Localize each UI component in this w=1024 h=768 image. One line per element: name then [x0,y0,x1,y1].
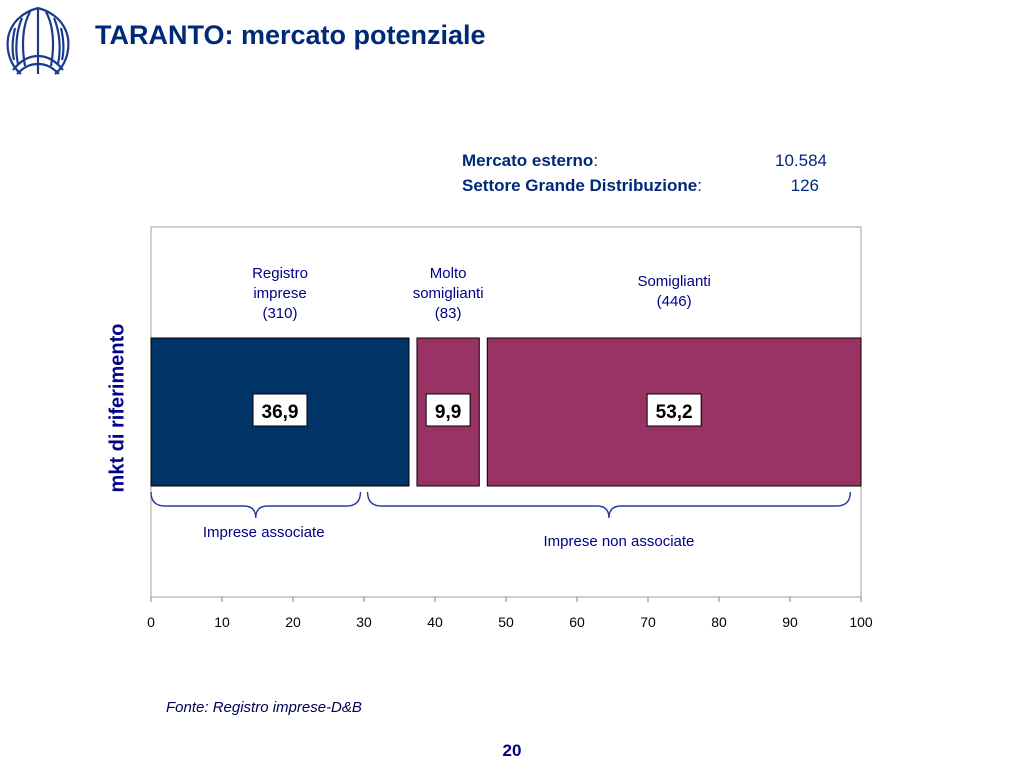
segment-header: Molto [430,265,467,282]
x-tick-label: 0 [147,614,155,630]
bracket-label: Imprese associate [203,524,325,541]
page-number: 20 [502,741,522,760]
bracket [150,491,362,519]
data-label-box [646,393,702,427]
bracket-label: Imprese non associate [543,533,694,550]
summary-row-retail-sector: Settore Grande Distribuzione: 126 [462,175,827,200]
data-label-box [252,393,308,427]
source-note: Fonte: Registro imprese-D&B [166,699,362,716]
confindustria-logo [6,6,70,75]
x-tick-label: 50 [498,614,514,630]
data-label: 53,2 [656,402,693,423]
x-tick-label: 60 [569,614,585,630]
market-summary: Mercato esterno: 10.584 Settore Grande D… [462,150,827,200]
data-label: 9,9 [435,402,461,423]
page-title: TARANTO: mercato potenziale [95,20,486,50]
x-tick-label: 100 [849,614,873,630]
summary-colon: : [593,151,599,170]
y-axis-label: mkt di riferimento [106,323,129,493]
summary-row-external-market: Mercato esterno: 10.584 [462,150,827,175]
segment-header: Registro [252,265,308,282]
summary-value: 126 [790,176,819,195]
x-tick-label: 80 [711,614,727,630]
x-tick-label: 20 [285,614,301,630]
x-tick-label: 40 [427,614,443,630]
segment-header: somiglianti [413,285,484,302]
segment-header: (83) [435,305,462,322]
summary-label: Mercato esterno [462,151,594,170]
segment-header: (310) [262,305,297,322]
x-tick-label: 90 [782,614,798,630]
segment-header: (446) [657,293,692,310]
segment-header: imprese [253,285,306,302]
x-tick-label: 30 [356,614,372,630]
bracket [366,491,852,519]
summary-label: Settore Grande Distribuzione [462,176,698,195]
x-tick-label: 10 [214,614,230,630]
x-tick-label: 70 [640,614,656,630]
data-label-box [425,393,471,427]
segment-header: Somiglianti [637,273,710,290]
data-label: 36,9 [262,402,299,423]
summary-colon: : [697,176,702,195]
summary-value: 10.584 [775,151,827,170]
